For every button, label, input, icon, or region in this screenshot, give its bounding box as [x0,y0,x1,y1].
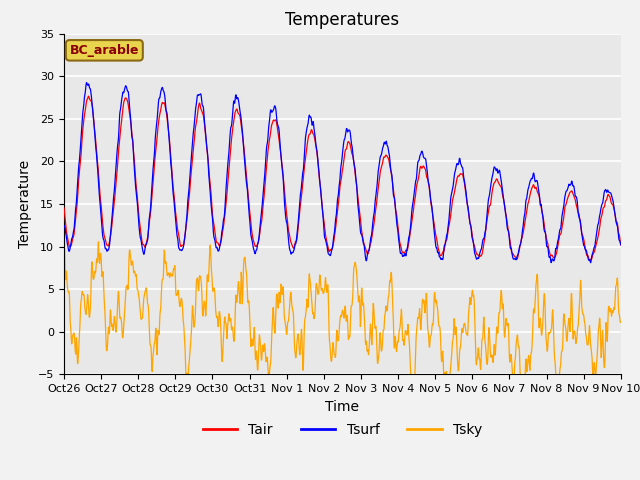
Title: Temperatures: Temperatures [285,11,399,29]
X-axis label: Time: Time [325,400,360,414]
Legend: Tair, Tsurf, Tsky: Tair, Tsurf, Tsky [197,417,488,443]
Y-axis label: Temperature: Temperature [19,160,33,248]
Text: BC_arable: BC_arable [70,44,139,57]
